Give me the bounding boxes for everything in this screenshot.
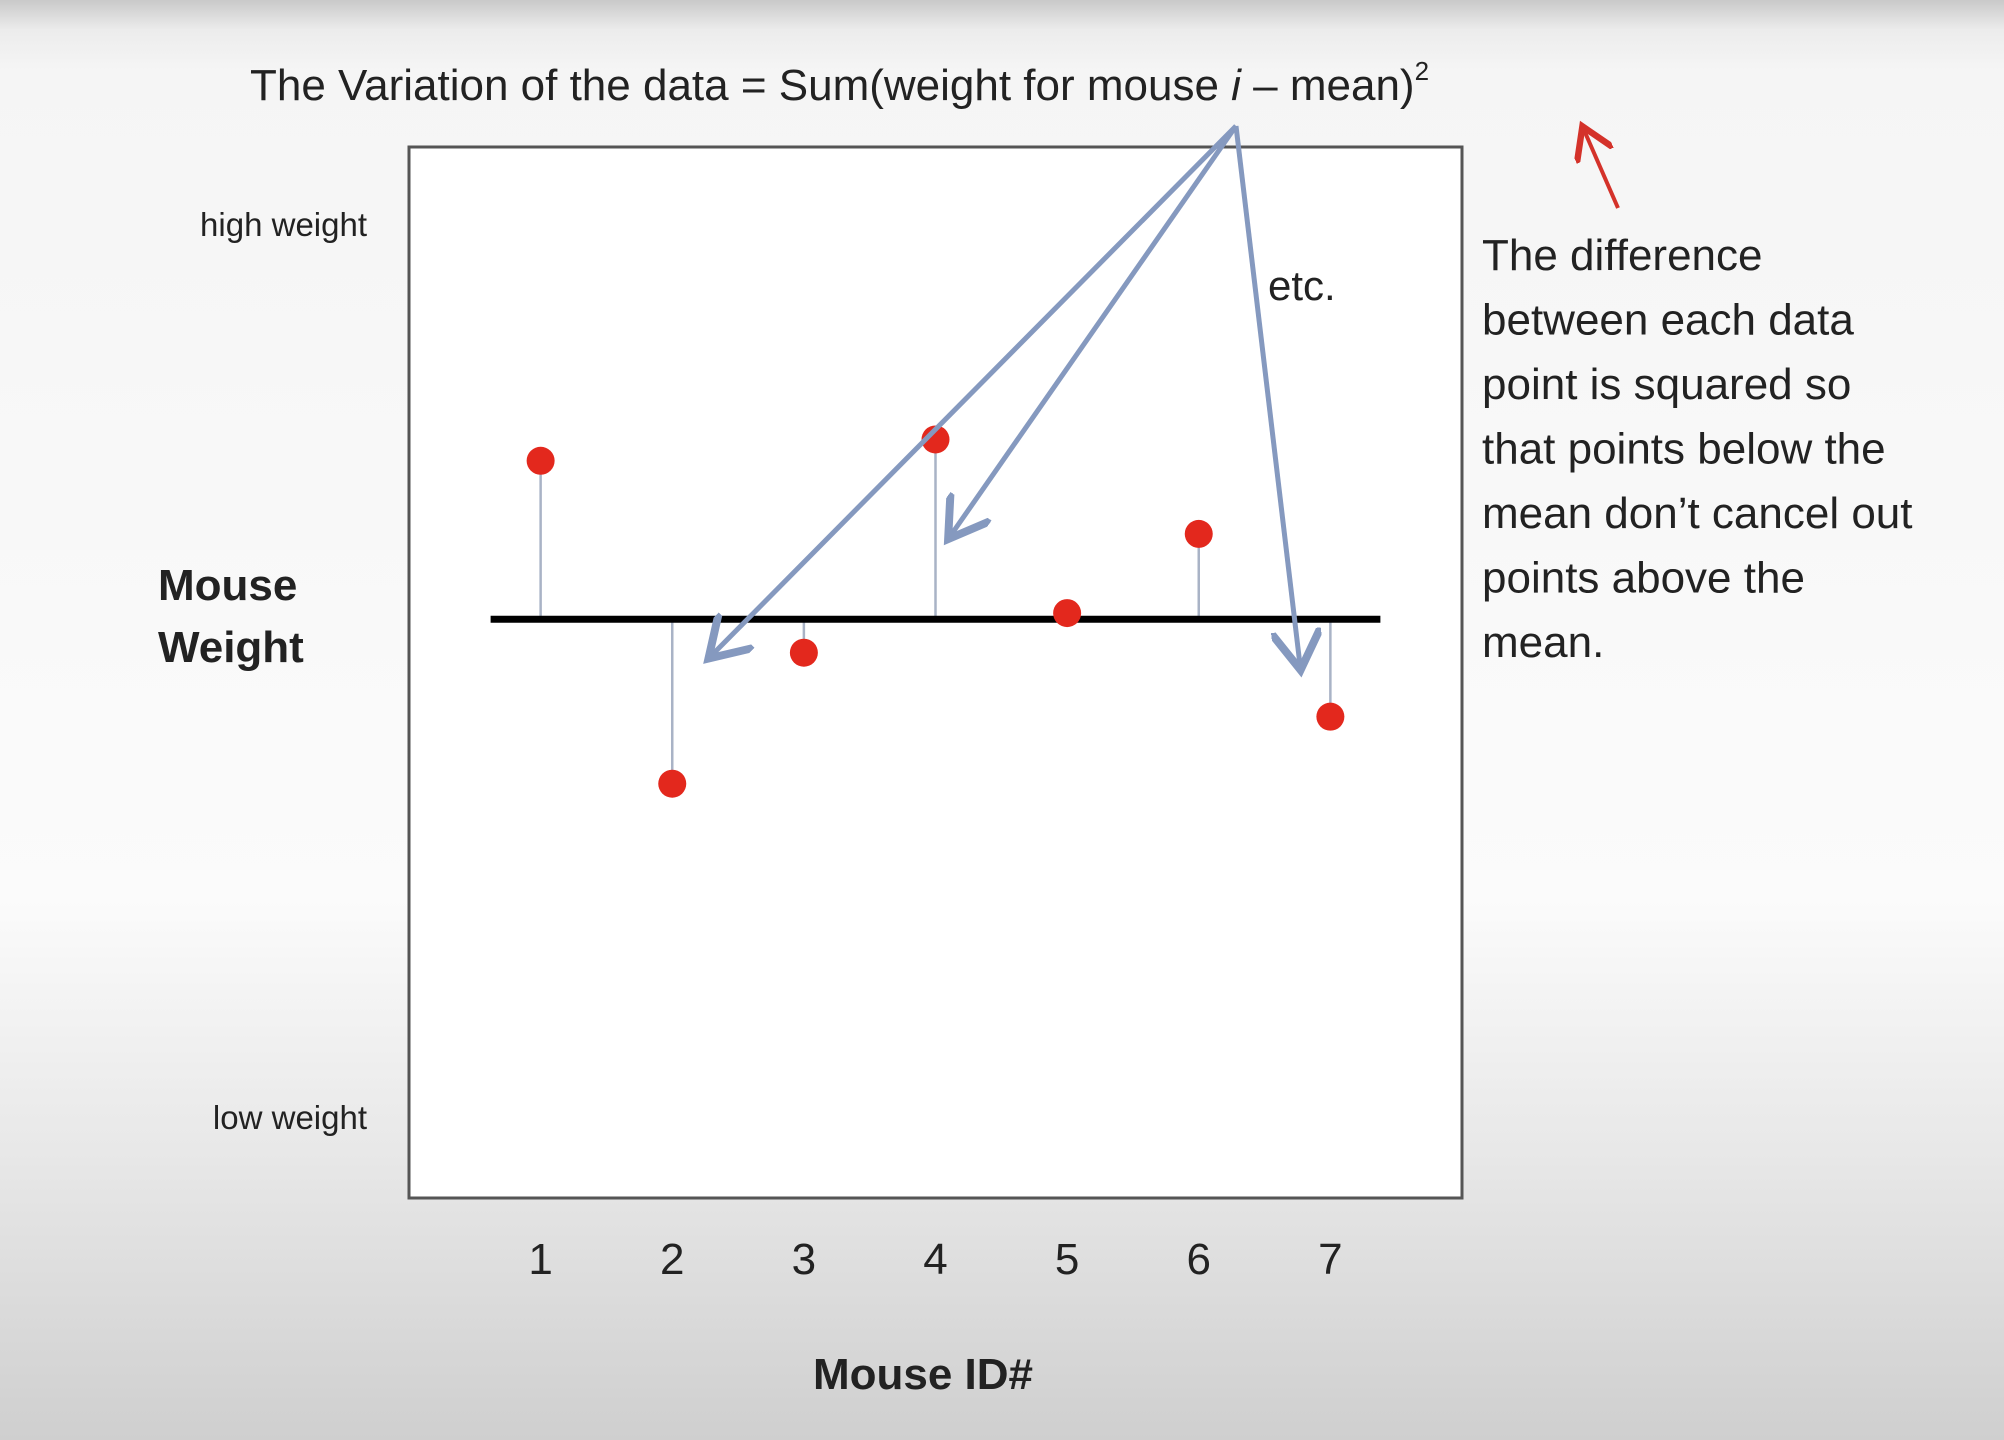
data-point-3	[789, 638, 818, 667]
data-point-5	[1053, 599, 1082, 628]
x-tick-label-4: 4	[923, 1235, 947, 1284]
squared-pointer-arrow	[1584, 130, 1620, 209]
x-tick-label-3: 3	[792, 1235, 816, 1284]
data-point-2	[658, 769, 687, 798]
data-point-6	[1184, 519, 1213, 548]
x-axis-label: Mouse ID#	[813, 1350, 1033, 1399]
side-note-line-4: that points below the	[1482, 425, 1886, 474]
data-point-4	[921, 425, 950, 454]
x-tick-label-7: 7	[1318, 1235, 1342, 1284]
residual-lines	[539, 439, 1332, 784]
pointer-arrow-3	[1233, 125, 1300, 665]
side-note: The difference between each data point is …	[1482, 231, 1913, 667]
side-note-line-2: between each data	[1482, 296, 1854, 345]
pointer-arrow-1	[712, 124, 1238, 655]
x-tick-label-5: 5	[1055, 1235, 1079, 1284]
pointer-arrow-2	[951, 124, 1239, 535]
annotation-arrows	[712, 124, 1620, 665]
side-note-line-3: point is squared so	[1482, 360, 1851, 409]
side-note-line-5: mean don’t cancel out	[1482, 489, 1913, 538]
side-note-line-1: The difference	[1482, 231, 1762, 280]
side-note-line-7: mean.	[1482, 618, 1604, 667]
data-points	[526, 425, 1345, 798]
y-low-label: low weight	[213, 1099, 367, 1136]
chart-title: The Variation of the data = Sum(weight f…	[250, 56, 1429, 110]
data-point-7	[1316, 702, 1345, 731]
x-tick-label-2: 2	[660, 1235, 684, 1284]
x-tick-labels: 1 2 3 4 5 6 7	[528, 1235, 1342, 1284]
data-point-1	[526, 446, 555, 475]
y-axis-label-line2: Weight	[158, 623, 304, 672]
x-tick-label-1: 1	[528, 1235, 552, 1284]
y-axis-label-line1: Mouse	[158, 561, 297, 610]
x-tick-label-6: 6	[1187, 1235, 1211, 1284]
side-note-line-6: points above the	[1482, 554, 1805, 603]
etc-label: etc.	[1268, 262, 1336, 309]
y-high-label: high weight	[200, 206, 367, 243]
